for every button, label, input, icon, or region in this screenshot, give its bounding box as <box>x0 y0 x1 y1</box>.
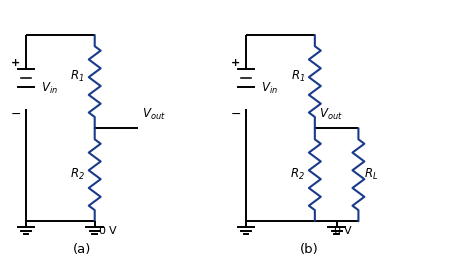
Text: $R_{\mathregular{1}}$: $R_{\mathregular{1}}$ <box>290 69 304 84</box>
Text: $V_{\mathregular{out}}$: $V_{\mathregular{out}}$ <box>142 107 165 122</box>
Text: $R_{\mathregular{2}}$: $R_{\mathregular{2}}$ <box>289 167 304 182</box>
Text: $R_{\mathregular{L}}$: $R_{\mathregular{L}}$ <box>363 167 377 182</box>
Text: $0\ \mathregular{V}$: $0\ \mathregular{V}$ <box>98 224 118 236</box>
Text: $V_{\mathregular{in}}$: $V_{\mathregular{in}}$ <box>40 81 57 96</box>
Text: (a): (a) <box>73 243 91 256</box>
Text: +: + <box>231 59 240 69</box>
Text: $0\ \mathregular{V}$: $0\ \mathregular{V}$ <box>332 224 353 236</box>
Text: +: + <box>11 59 20 69</box>
Text: (b): (b) <box>299 243 318 256</box>
Text: $R_{\mathregular{2}}$: $R_{\mathregular{2}}$ <box>70 167 84 182</box>
Text: $V_{\mathregular{in}}$: $V_{\mathregular{in}}$ <box>260 81 277 96</box>
Text: −: − <box>11 108 21 121</box>
Text: $V_{\mathregular{out}}$: $V_{\mathregular{out}}$ <box>318 107 341 122</box>
Text: −: − <box>230 108 241 121</box>
Text: $R_{\mathregular{1}}$: $R_{\mathregular{1}}$ <box>70 69 84 84</box>
